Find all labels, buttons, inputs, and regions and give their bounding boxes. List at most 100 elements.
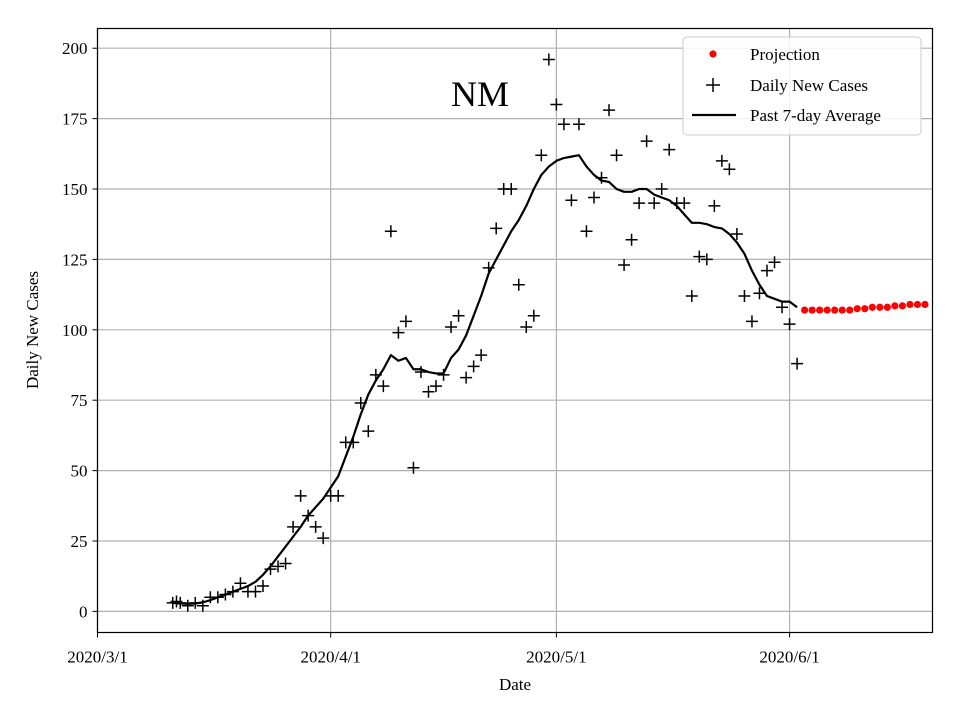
daily-case-point [603, 104, 616, 117]
daily-case-point [279, 557, 292, 570]
daily-case-point [234, 577, 247, 590]
projection-point [816, 306, 824, 314]
chart-title: NM [451, 74, 509, 114]
daily-case-point [753, 287, 766, 300]
daily-case-point [332, 489, 345, 502]
daily-case-point [257, 580, 269, 593]
daily-case-point [196, 599, 209, 612]
daily-case-point [618, 259, 631, 272]
daily-case-point [189, 596, 202, 609]
daily-case-point [768, 256, 781, 269]
series-layer [166, 53, 929, 612]
x-tick-label: 2020/5/1 [526, 648, 586, 667]
daily-case-point [249, 585, 262, 598]
x-tick-label: 2020/6/1 [759, 648, 819, 667]
daily-case-point [414, 366, 427, 379]
daily-case-point [700, 253, 713, 266]
projection-point [868, 303, 876, 311]
projection-point [808, 306, 816, 314]
legend-daily-cases-marker [706, 78, 720, 92]
daily-case-point [640, 135, 653, 148]
daily-case-point [708, 199, 721, 212]
projection-point [906, 300, 914, 309]
daily-case-point [520, 320, 533, 333]
legend-box [682, 36, 922, 136]
daily-case-point [745, 315, 758, 328]
daily-case-point [219, 588, 232, 601]
projection-point [831, 306, 839, 314]
daily-case-point [294, 489, 307, 502]
daily-case-point [505, 183, 518, 195]
daily-case-point [685, 290, 698, 303]
daily-case-point [783, 318, 796, 331]
y-axis-label: Daily New Cases [23, 271, 42, 389]
x-axis-label: Date [499, 675, 531, 694]
projection-point [838, 306, 846, 314]
daily-case-point [287, 520, 300, 533]
daily-case-point [437, 368, 450, 381]
daily-case-point [693, 250, 706, 263]
ticks: 0 25 50 75 100 125 150 175 200 2020/3/1 2020/4/1 20… [62, 39, 820, 666]
projection-point [861, 305, 869, 313]
daily-case-point [460, 371, 473, 384]
daily-case-point [730, 228, 743, 241]
daily-case-point [422, 385, 435, 398]
daily-case-point [174, 596, 187, 609]
legend-daily-cases-label: Daily New Cases [750, 76, 868, 95]
projection-point [853, 305, 861, 313]
daily-case-point [776, 301, 789, 314]
daily-case-point [572, 118, 585, 131]
projection-point [898, 302, 907, 310]
daily-case-point [655, 183, 668, 195]
daily-case-point [482, 261, 495, 274]
legend-projection-marker [709, 50, 717, 58]
y-tick-label: 175 [62, 110, 88, 129]
daily-case-point [475, 349, 488, 362]
daily-case-point [264, 563, 277, 576]
plot-frame [96, 27, 934, 634]
daily-case-point [535, 149, 548, 162]
daily-case-point [550, 98, 563, 111]
daily-case-point [587, 191, 600, 204]
legend-projection-label: Projection [750, 45, 820, 64]
daily-case-point [663, 143, 676, 156]
projection-point [913, 300, 922, 309]
daily-case-point [527, 309, 540, 322]
daily-case-point [648, 197, 661, 210]
daily-case-point [565, 194, 578, 207]
daily-case-point [580, 225, 593, 238]
daily-case-point [678, 197, 691, 210]
y-tick-label: 200 [62, 39, 88, 58]
daily-case-point [430, 380, 443, 393]
daily-case-point [181, 599, 194, 612]
daily-case-point [791, 357, 804, 370]
projection-point [846, 306, 854, 314]
daily-case-point [625, 233, 638, 246]
daily-case-point [490, 222, 503, 235]
daily-case-point [226, 585, 239, 598]
y-tick-label: 50 [71, 462, 88, 481]
daily-case-point [738, 290, 751, 303]
y-tick-label: 125 [62, 250, 88, 269]
projection-point [891, 302, 899, 310]
daily-case-point [407, 461, 420, 474]
legend-average-label: Past 7-day Average [750, 106, 881, 125]
daily-case-point [467, 360, 480, 373]
daily-case-point [715, 154, 728, 167]
legend: Projection Daily New Cases Past 7-day Av… [682, 36, 922, 136]
daily-case-point [272, 560, 285, 573]
y-tick-label: 150 [62, 180, 88, 199]
average-line [172, 154, 798, 605]
daily-case-point [392, 326, 405, 339]
daily-case-point [512, 278, 525, 291]
daily-case-point [211, 591, 224, 604]
projection-point [921, 300, 929, 309]
daily-case-point [761, 264, 773, 277]
x-tick-label: 2020/4/1 [300, 648, 360, 667]
daily-case-point [369, 368, 382, 381]
daily-case-point [347, 436, 360, 449]
y-tick-label: 75 [71, 391, 88, 410]
daily-case-point [445, 320, 458, 333]
y-tick-label: 100 [62, 321, 88, 340]
daily-case-point [377, 380, 390, 393]
